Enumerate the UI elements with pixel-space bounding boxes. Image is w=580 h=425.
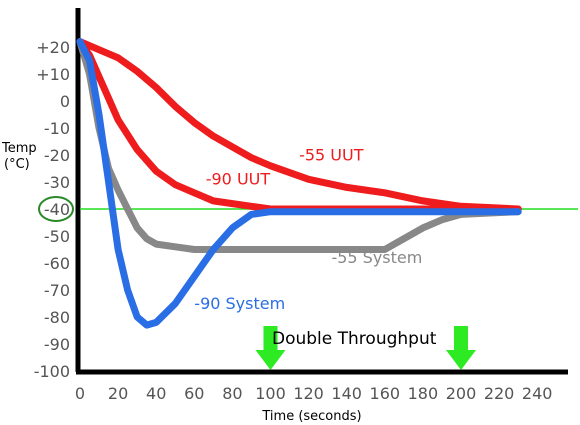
series-line [76, 38, 522, 213]
series-label: -90 System [194, 294, 285, 313]
highlight-circle [38, 196, 74, 222]
down-arrow-icon [446, 326, 476, 370]
x-tick-label: 20 [108, 384, 128, 403]
down-arrow-icon [255, 326, 286, 370]
y-tick-label: -20 [44, 146, 70, 165]
x-tick-label: 200 [446, 384, 477, 403]
y-tick-label: -80 [44, 308, 70, 327]
annotation-text: Double Throughput [272, 329, 437, 349]
y-tick-label: -60 [44, 254, 70, 273]
x-tick-label: 220 [484, 384, 515, 403]
y-tick-label: +20 [36, 38, 70, 57]
x-tick-label: 60 [184, 384, 204, 403]
series-line [76, 38, 522, 329]
series-label: -55 UUT [299, 145, 364, 164]
x-tick-label: 40 [146, 384, 166, 403]
series-label: -90 UUT [206, 170, 271, 189]
y-tick-label: -40 [44, 200, 70, 219]
series-labels: -55 UUT -90 UUT -55 System -90 System [194, 145, 422, 313]
y-tick-label: 0 [60, 92, 70, 111]
x-tick-label: 240 [522, 384, 553, 403]
y-tick-label: -10 [44, 119, 70, 138]
y-tick-label: -90 [44, 335, 70, 354]
y-tick-label: -70 [44, 281, 70, 300]
y-axis-title-line1: Temp [1, 141, 37, 156]
x-axis-title: Time (seconds) [261, 409, 361, 424]
y-axis-title-line2: (°C) [4, 157, 30, 172]
x-tick-label: 180 [408, 384, 439, 403]
x-tick-label: 80 [222, 384, 242, 403]
x-tick-label: 100 [255, 384, 286, 403]
x-tick-label: 160 [370, 384, 401, 403]
tick-labels: +20 +10 0 -10 -20 -30 -40 -50 -60 -70 -80 -90 -100 0 2… [34, 38, 553, 403]
x-tick-label: 0 [75, 384, 85, 403]
annotations: Double Throughput [255, 326, 476, 370]
y-tick-label: -50 [44, 227, 70, 246]
y-tick-label: -100 [34, 362, 70, 381]
series-lines [76, 38, 522, 329]
y-tick-label: -30 [44, 173, 70, 192]
series-line [76, 38, 522, 213]
x-tick-label: 120 [293, 384, 324, 403]
series-label: -55 System [331, 248, 422, 267]
y-tick-label: +10 [36, 65, 70, 84]
x-tick-label: 140 [331, 384, 362, 403]
